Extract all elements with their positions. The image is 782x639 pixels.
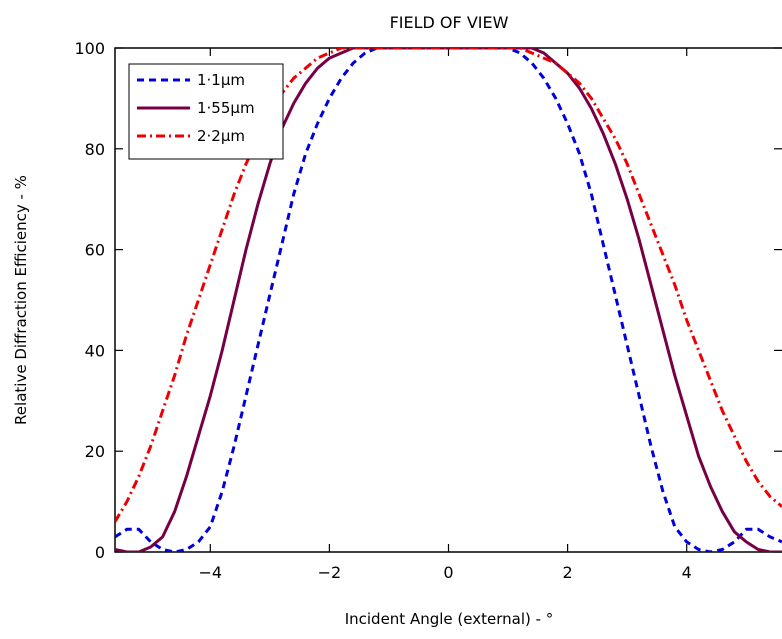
y-tick-label: 80 [85,140,105,159]
x-tick-label: 0 [443,563,453,582]
y-tick-label: 60 [85,241,105,260]
x-axis: −4 −2 0 2 4 [198,48,692,582]
x-tick-label: 2 [563,563,573,582]
series-line-0 [115,48,782,552]
x-tick-label: 4 [682,563,692,582]
chart-title: FIELD OF VIEW [390,13,509,32]
x-tick-label: −4 [198,563,222,582]
legend-label-0: 1·1µm [197,71,245,89]
y-tick-label: 100 [74,39,105,58]
legend-label-1: 1·55µm [197,99,255,117]
y-tick-label: 20 [85,442,105,461]
x-axis-title: Incident Angle (external) - ° [345,610,554,628]
series-line-1 [115,48,782,552]
series-lines [115,48,782,552]
series-line-2 [115,48,782,523]
x-tick-label: −2 [318,563,342,582]
legend: 1·1µm 1·55µm 2·2µm [128,63,284,160]
y-axis: 0 20 40 60 80 100 [74,39,782,562]
legend-label-2: 2·2µm [197,127,245,145]
y-tick-label: 40 [85,341,105,360]
y-tick-label: 0 [95,543,105,562]
y-axis-title: Relative Diffraction Efficiency - % [12,175,30,425]
